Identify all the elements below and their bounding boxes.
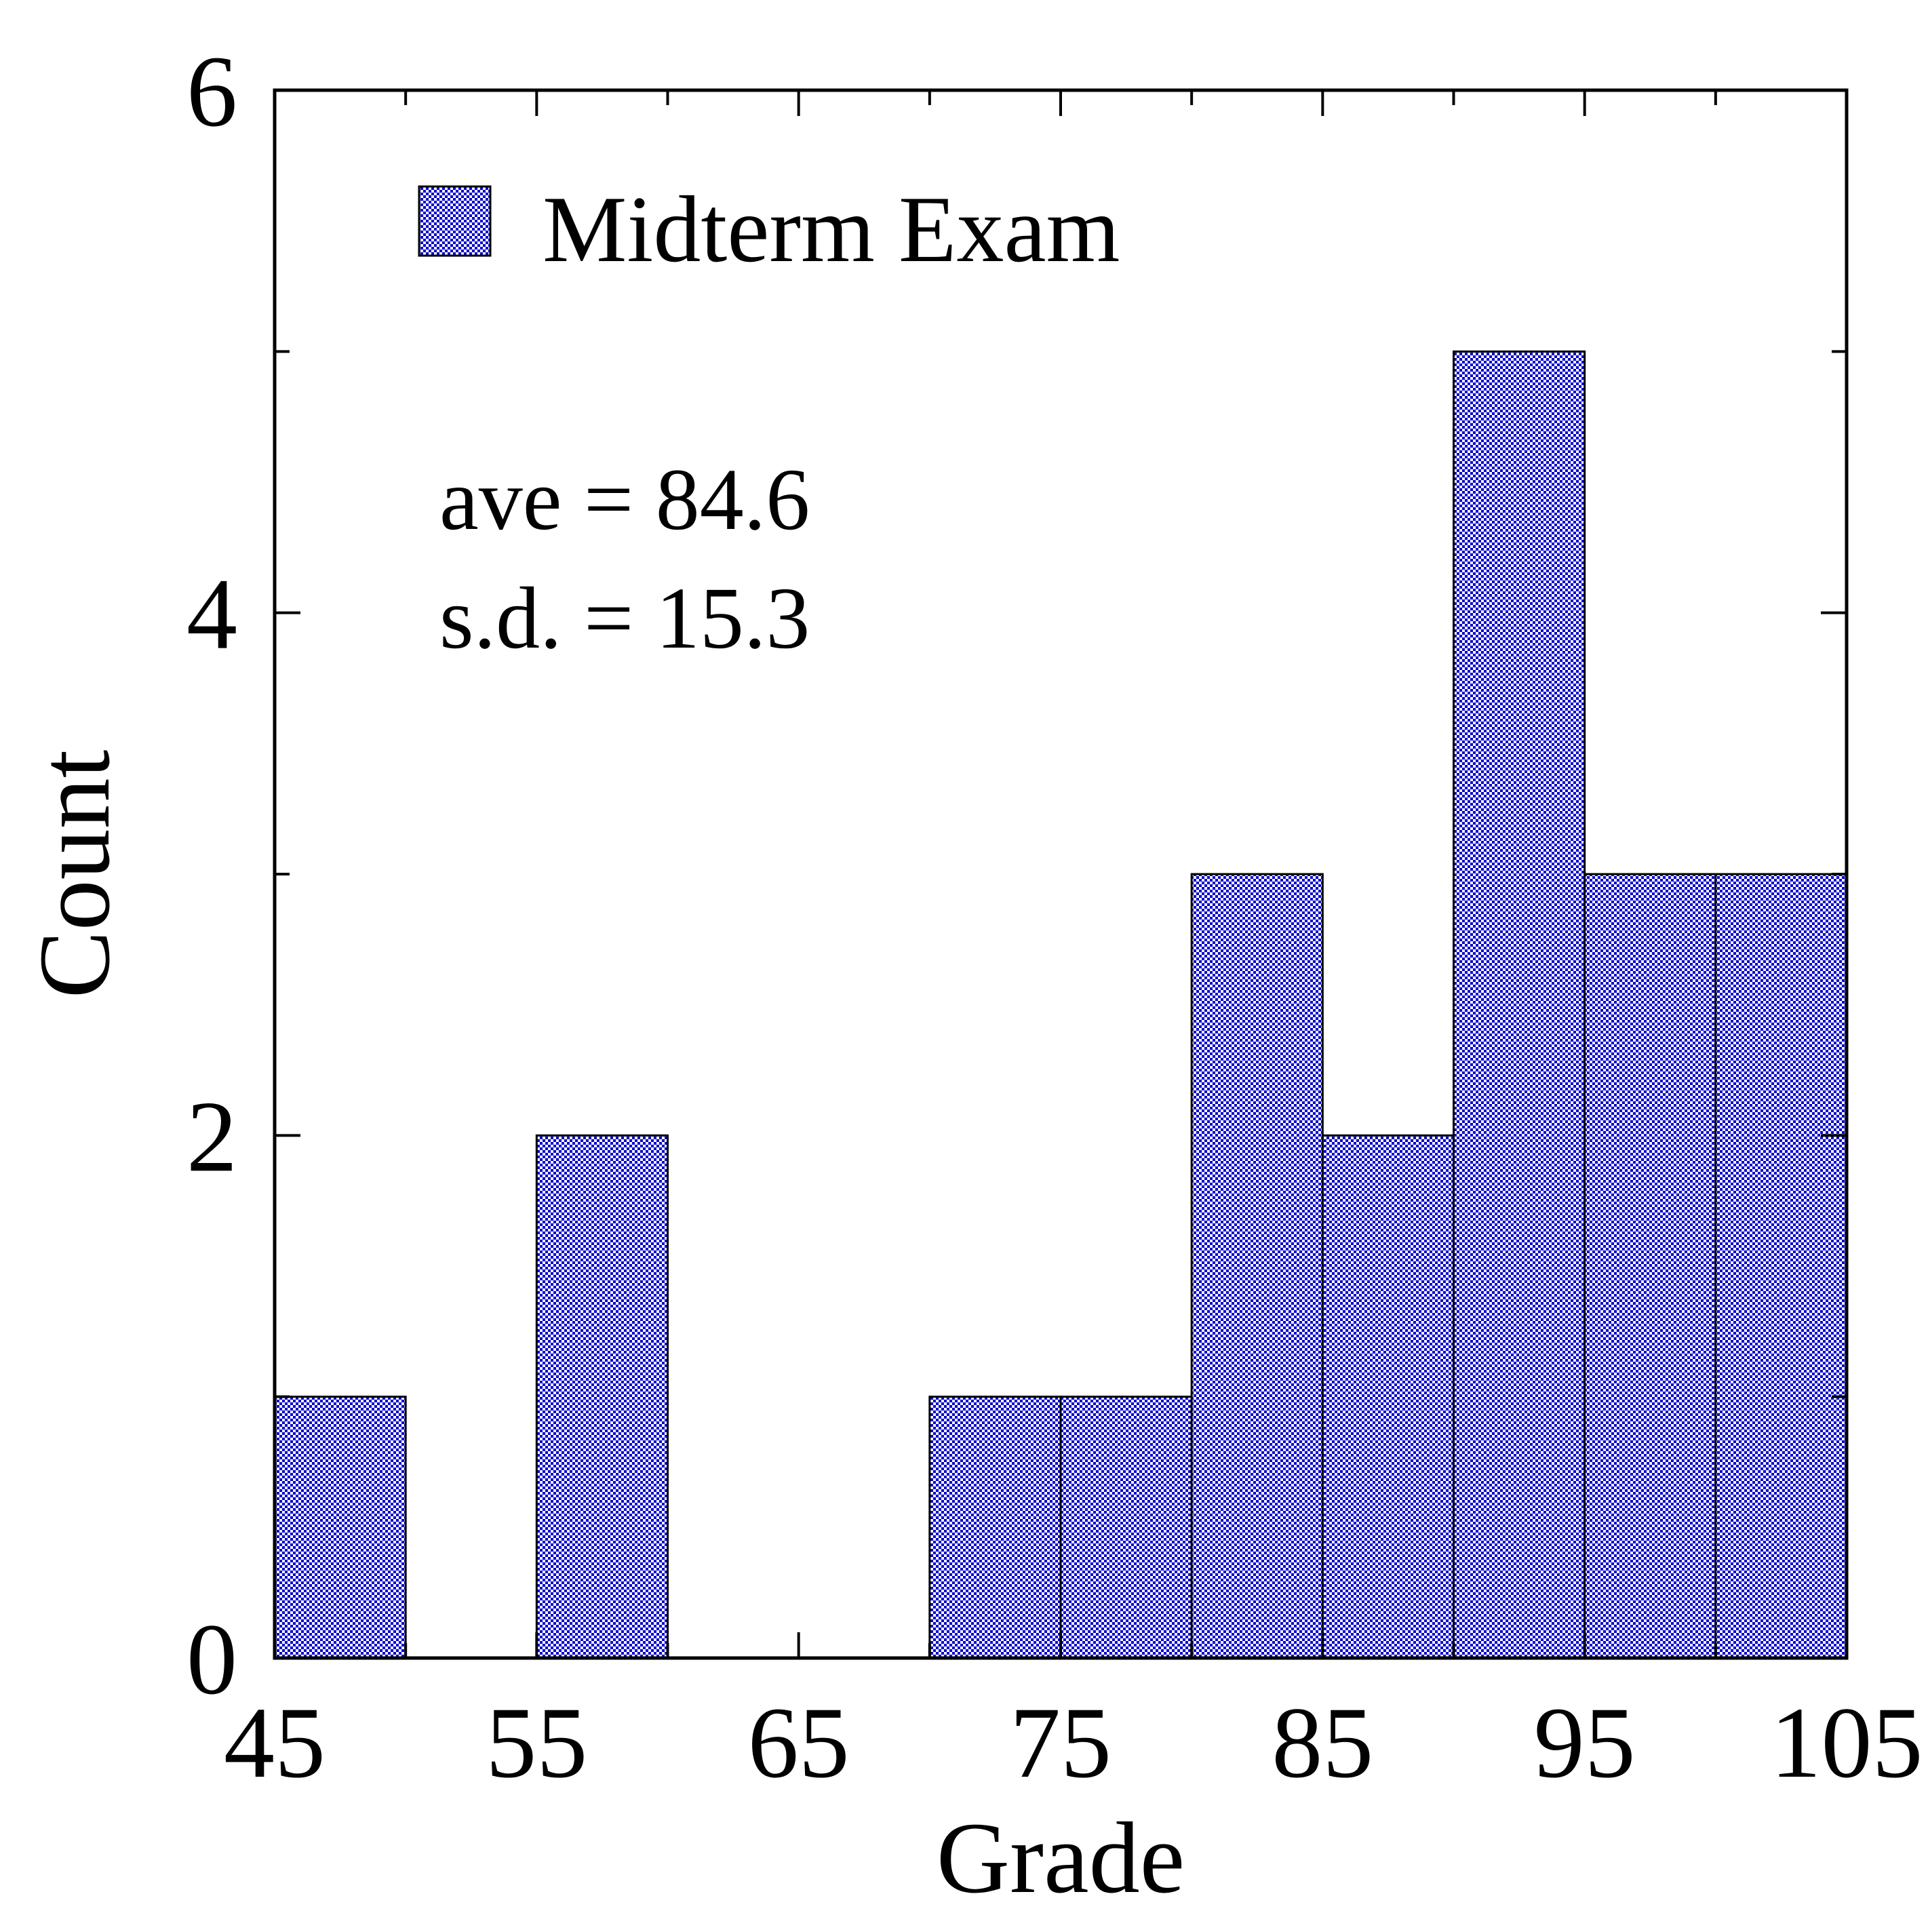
x-tick-label-45: 45 bbox=[224, 1687, 326, 1799]
bar-55-60 bbox=[535, 1134, 669, 1659]
bar-85-90 bbox=[1321, 1134, 1455, 1659]
x-tick-label-75: 75 bbox=[1010, 1687, 1111, 1799]
x-tick-label-85: 85 bbox=[1272, 1687, 1373, 1799]
bar-75-80 bbox=[1059, 1396, 1193, 1659]
x-axis-label: Grade bbox=[937, 1802, 1185, 1914]
x-tick-label-95: 95 bbox=[1534, 1687, 1636, 1799]
y-tick-label-2: 2 bbox=[186, 1080, 237, 1193]
bars-group bbox=[273, 350, 1848, 1659]
annotation-standard-deviation: s.d. = 15.3 bbox=[439, 570, 810, 667]
annotation-average: ave = 84.6 bbox=[439, 451, 810, 549]
bar-95-100 bbox=[1583, 873, 1717, 1659]
legend-swatch-midterm-exam bbox=[418, 185, 492, 257]
x-tick-label-55: 55 bbox=[486, 1687, 587, 1799]
y-tick-label-0: 0 bbox=[186, 1603, 237, 1716]
y-tick-label-6: 6 bbox=[186, 35, 237, 148]
tick-labels-group: 45 55 65 75 85 95 105 0 2 4 6 bbox=[186, 35, 1923, 1799]
bar-70-75 bbox=[928, 1396, 1062, 1659]
y-tick-label-4: 4 bbox=[186, 558, 237, 671]
bar-100-105 bbox=[1714, 873, 1848, 1659]
x-tick-label-65: 65 bbox=[748, 1687, 850, 1799]
legend-label-midterm-exam: Midterm Exam bbox=[543, 177, 1120, 282]
plot-frame bbox=[273, 88, 1849, 1660]
y-axis-label: Count bbox=[18, 750, 131, 999]
x-tick-label-105: 105 bbox=[1771, 1687, 1923, 1799]
legend: Midterm Exam bbox=[418, 177, 1120, 282]
bar-80-85 bbox=[1190, 873, 1324, 1659]
bar-45-50 bbox=[273, 1396, 407, 1659]
bar-90-95 bbox=[1453, 350, 1586, 1659]
